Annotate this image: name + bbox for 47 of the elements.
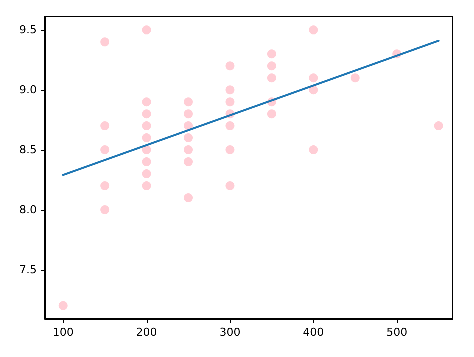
point xyxy=(142,134,152,143)
point xyxy=(309,74,318,83)
point xyxy=(226,146,235,155)
point xyxy=(226,98,235,107)
point xyxy=(267,50,276,59)
point xyxy=(226,86,235,95)
point xyxy=(142,158,152,167)
point xyxy=(142,110,152,119)
point xyxy=(267,110,276,119)
point xyxy=(184,134,194,143)
point xyxy=(267,62,276,71)
y-tick-label: 8.0 xyxy=(20,203,37,216)
x-tick-label: 500 xyxy=(386,326,408,339)
y-tick-label: 8.5 xyxy=(20,144,37,157)
point xyxy=(142,181,152,190)
x-tick-label: 100 xyxy=(52,326,74,339)
point xyxy=(309,26,318,35)
point xyxy=(142,26,152,35)
point xyxy=(142,169,152,178)
point xyxy=(226,181,235,190)
point xyxy=(184,193,194,202)
point xyxy=(142,122,152,131)
point xyxy=(184,122,194,131)
point xyxy=(184,98,194,107)
point xyxy=(58,301,68,310)
point xyxy=(142,146,152,155)
point xyxy=(226,122,235,131)
y-tick-label: 7.5 xyxy=(20,263,37,276)
point xyxy=(184,110,194,119)
y-tick-label: 9.5 xyxy=(20,24,37,37)
point xyxy=(184,158,194,167)
point xyxy=(309,146,318,155)
point xyxy=(267,74,276,83)
point xyxy=(142,98,152,107)
point xyxy=(184,146,194,155)
x-tick-label: 400 xyxy=(303,326,324,339)
point xyxy=(434,122,444,131)
x-tick-label: 300 xyxy=(220,326,241,339)
point xyxy=(100,122,110,131)
point xyxy=(100,38,110,47)
point xyxy=(350,74,360,83)
x-tick-label: 200 xyxy=(136,326,158,339)
point xyxy=(100,205,110,214)
y-tick-label: 9.0 xyxy=(20,84,37,97)
point xyxy=(100,181,110,190)
point xyxy=(100,146,110,155)
point xyxy=(226,62,235,71)
